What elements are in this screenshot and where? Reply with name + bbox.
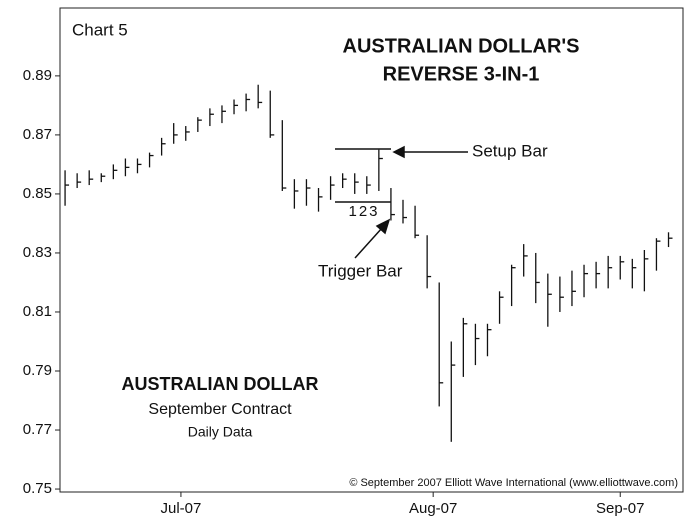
y-tick-label: 0.75	[23, 480, 52, 497]
arrow	[354, 227, 383, 259]
x-tick-label: Jul-07	[161, 500, 202, 517]
legend-title: AUSTRALIAN DOLLAR	[122, 374, 319, 394]
legend-note: Daily Data	[188, 424, 253, 440]
chart-label: Chart 5	[72, 20, 128, 39]
arrow-head	[392, 145, 405, 159]
annotation: Trigger Bar	[318, 261, 403, 280]
annotation-lines	[335, 145, 468, 259]
legend-subtitle: September Contract	[148, 401, 292, 418]
chart-title: REVERSE 3-IN-1	[383, 63, 540, 85]
plot-frame	[59, 7, 684, 493]
x-tick-label: Sep-07	[596, 500, 644, 517]
y-tick-label: 0.89	[23, 67, 52, 84]
annotation: 123	[348, 203, 379, 220]
y-tick-label: 0.79	[23, 362, 52, 379]
y-tick-label: 0.77	[23, 421, 52, 438]
y-tick-label: 0.87	[23, 126, 52, 143]
y-tick-label: 0.85	[23, 185, 52, 202]
y-tick-label: 0.81	[23, 303, 52, 320]
copyright: © September 2007 Elliott Wave Internatio…	[349, 477, 678, 489]
chart-title: AUSTRALIAN DOLLAR'S	[343, 35, 580, 57]
annotation: Setup Bar	[472, 141, 548, 160]
y-tick-label: 0.83	[23, 244, 52, 261]
x-tick-label: Aug-07	[409, 500, 457, 517]
arrow-head	[375, 218, 391, 235]
